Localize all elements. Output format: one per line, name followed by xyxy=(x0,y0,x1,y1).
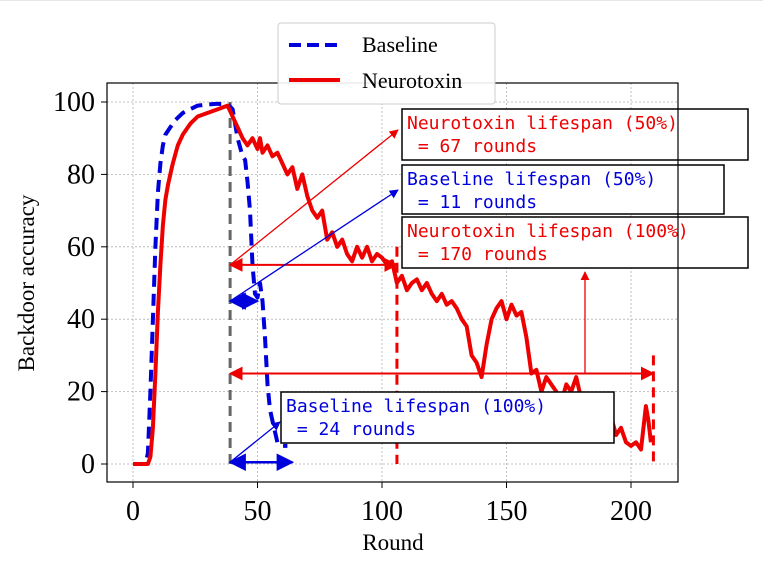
x-tick-label-200: 200 xyxy=(610,496,652,527)
annotation-line2-neuro50: = 67 rounds xyxy=(407,136,537,157)
y-axis-label: Backdoor accuracy xyxy=(14,194,39,371)
annotation-line2-base100: = 24 rounds xyxy=(286,419,416,440)
legend: Baseline Neurotoxin xyxy=(277,22,496,105)
annotation-line1-neuro100: Neurotoxin lifespan (100%) xyxy=(407,221,689,242)
y-tick-label-100: 100 xyxy=(53,87,95,118)
annotation-box-base50 xyxy=(401,164,725,215)
series-line-neurotoxin xyxy=(133,103,653,466)
top-divider xyxy=(0,0,763,1)
annotation-line1-base50: Baseline lifespan (50%) xyxy=(407,169,656,190)
x-axis-label: Round xyxy=(362,530,424,555)
annotation-neuro100: Neurotoxin lifespan (100%) = 170 rounds xyxy=(401,216,749,269)
baseline-50-callout-arrow xyxy=(229,189,399,302)
x-tick-label-100: 100 xyxy=(361,496,403,527)
y-tick-label-80: 80 xyxy=(67,159,95,190)
annotation-line2-base50: = 11 rounds xyxy=(407,192,537,213)
series-line-baseline xyxy=(133,101,288,466)
annotation-base100: Baseline lifespan (100%) = 24 rounds xyxy=(280,391,615,444)
legend-label-neurotoxin: Neurotoxin xyxy=(362,68,462,93)
annotation-neuro50: Neurotoxin lifespan (50%) = 67 rounds xyxy=(401,108,749,161)
legend-label-baseline: Baseline xyxy=(362,32,438,57)
x-tick-label-150: 150 xyxy=(486,496,528,527)
annotation-base50: Baseline lifespan (50%) = 11 rounds xyxy=(401,164,725,215)
neurotoxin-50-callout-arrow xyxy=(229,129,399,266)
y-tick-label-0: 0 xyxy=(81,449,95,480)
y-tick-label-40: 40 xyxy=(67,304,95,335)
baseline-100-callout-arrow xyxy=(229,421,281,463)
annotation-line1-base100: Baseline lifespan (100%) xyxy=(286,396,546,417)
y-tick-label-20: 20 xyxy=(67,377,95,408)
annotation-box-base100 xyxy=(280,391,615,444)
annotation-line1-neuro50: Neurotoxin lifespan (50%) xyxy=(407,113,678,134)
annotation-box-neuro100 xyxy=(401,216,749,269)
annotation-line2-neuro100: = 170 rounds xyxy=(407,244,548,265)
y-tick-label-60: 60 xyxy=(67,232,95,263)
annotation-box-neuro50 xyxy=(401,108,749,161)
x-tick-label-50: 50 xyxy=(244,496,272,527)
x-tick-label-0: 0 xyxy=(126,496,140,527)
